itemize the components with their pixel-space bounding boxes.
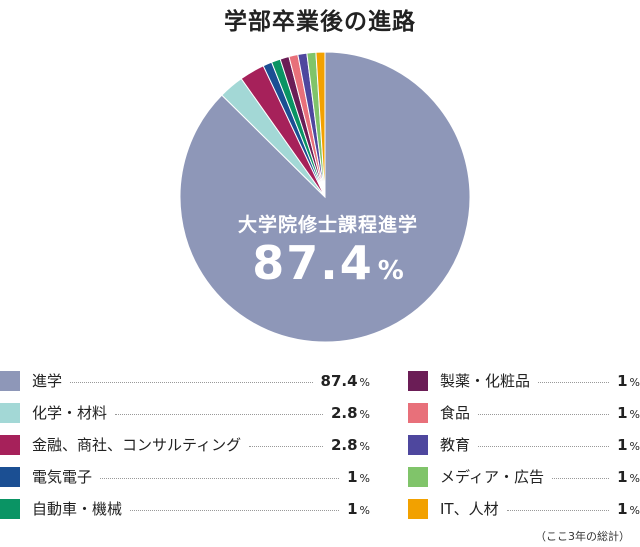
legend-value: 2.8% [330, 403, 370, 422]
legend-item: 進学 87.4% [0, 368, 370, 393]
legend-leader-dots [249, 446, 323, 447]
legend-swatch [408, 498, 428, 519]
legend-swatch [408, 466, 428, 487]
legend-unit: % [359, 407, 370, 421]
legend-swatch [0, 370, 20, 391]
legend-leader-dots [478, 446, 610, 447]
legend-value: 1% [617, 499, 640, 518]
legend-value: 1% [617, 403, 640, 422]
legend-unit: % [359, 503, 370, 517]
legend-left: 進学 87.4% 化学・材料 2.8% 金融、商社、コンサルティング 2.8% 電気電子 1%… [0, 368, 370, 528]
legend-label: IT、人材 [440, 500, 499, 518]
legend-label: 製薬・化粧品 [440, 372, 531, 390]
pie-chart [179, 51, 471, 343]
legend-item: 食品 1% [408, 400, 640, 425]
legend-swatch [0, 402, 20, 423]
legend-item: 製薬・化粧品 1% [408, 368, 640, 393]
center-value-unit: % [377, 256, 404, 286]
legend-unit: % [629, 439, 640, 453]
legend-unit: % [629, 503, 640, 517]
legend-label: 化学・材料 [32, 404, 108, 422]
legend-leader-dots [551, 478, 610, 479]
legend-label: 自動車・機械 [32, 500, 123, 518]
legend-swatch [408, 402, 428, 423]
legend-label: 電気電子 [32, 468, 93, 486]
legend-value: 1% [617, 467, 640, 486]
legend-unit: % [629, 407, 640, 421]
legend-leader-dots [100, 478, 340, 479]
legend-leader-dots [70, 382, 313, 383]
legend-leader-dots [538, 382, 610, 383]
legend-swatch [0, 498, 20, 519]
legend-value: 1% [347, 499, 370, 518]
legend-value: 2.8% [330, 435, 370, 454]
legend-unit: % [629, 471, 640, 485]
legend-label: メディア・広告 [440, 468, 544, 486]
legend-item: メディア・広告 1% [408, 464, 640, 489]
legend-label: 教育 [440, 436, 471, 454]
legend-unit: % [359, 375, 370, 389]
legend-leader-dots [478, 414, 610, 415]
legend-unit: % [629, 375, 640, 389]
legend-item: IT、人材 1% [408, 496, 640, 521]
legend-label: 食品 [440, 404, 471, 422]
legend-leader-dots [130, 510, 340, 511]
legend-unit: % [359, 471, 370, 485]
footnote: （ここ3年の総計） [535, 530, 630, 543]
legend-item: 電気電子 1% [0, 464, 370, 489]
center-value-number: 87.4 [252, 236, 374, 290]
center-value: 87.4% [183, 236, 473, 290]
legend-swatch [408, 370, 428, 391]
pie-slice-9 [315, 51, 326, 198]
legend-value: 1% [617, 371, 640, 390]
legend-swatch [0, 434, 20, 455]
center-label: 大学院修士課程進学 [237, 214, 418, 236]
legend-item: 自動車・機械 1% [0, 496, 370, 521]
legend-leader-dots [115, 414, 323, 415]
legend-swatch [408, 434, 428, 455]
chart-title: 学部卒業後の進路 [224, 9, 416, 35]
legend-value: 87.4% [320, 371, 370, 390]
legend-value: 1% [617, 435, 640, 454]
legend-label: 金融、商社、コンサルティング [32, 436, 242, 454]
legend-item: 金融、商社、コンサルティング 2.8% [0, 432, 370, 457]
legend-unit: % [359, 439, 370, 453]
legend-item: 化学・材料 2.8% [0, 400, 370, 425]
legend-item: 教育 1% [408, 432, 640, 457]
legend-label: 進学 [32, 372, 63, 390]
legend-swatch [0, 466, 20, 487]
legend-leader-dots [506, 510, 610, 511]
legend-value: 1% [347, 467, 370, 486]
legend-right: 製薬・化粧品 1% 食品 1% 教育 1% メディア・広告 1% IT、人材 1% [408, 368, 640, 528]
